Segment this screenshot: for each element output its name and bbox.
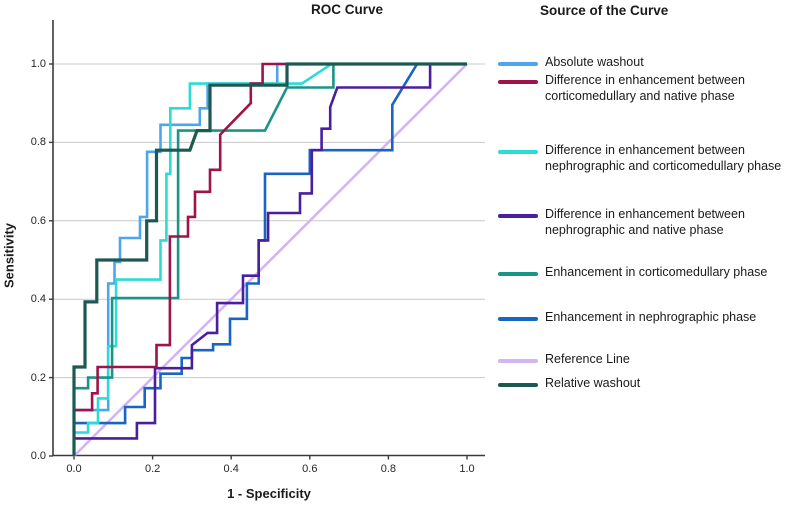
roc-curve: [72, 62, 467, 456]
legend-label: Enhancement in nephrographic phase: [545, 310, 757, 324]
x-tick-label: 1.0: [459, 463, 475, 475]
y-tick-label: 0.4: [30, 293, 46, 306]
legend-label: Enhancement in corticomedullary phase: [545, 265, 768, 279]
roc-curve: [72, 62, 467, 456]
x-tick-label: 0.8: [380, 463, 397, 475]
legend-swatch-line: [498, 317, 538, 321]
chart-title: ROC Curve: [310, 2, 384, 17]
roc-curve: [72, 62, 467, 456]
x-tick-label: 0.0: [66, 463, 82, 475]
legend-swatch-line: [498, 214, 538, 218]
y-axis-label: Sensitivity: [1, 222, 17, 289]
y-tick-label: 0.6: [30, 214, 46, 227]
legend-label: Difference in enhancement between cortic…: [545, 73, 745, 103]
legend-swatch-line: [498, 359, 538, 363]
legend-label: Reference Line: [545, 352, 630, 366]
y-tick-label: 0.8: [30, 136, 46, 149]
legend-label: Relative washout: [545, 376, 641, 390]
legend-swatch-line: [498, 383, 538, 387]
legend-swatch-line: [498, 272, 538, 276]
x-tick-label: 0.2: [144, 463, 161, 475]
x-axis-label: 1 - Specificity: [227, 486, 311, 501]
legend-swatch-line: [498, 150, 538, 154]
roc-curve: [73, 63, 468, 457]
legend-label: Difference in enhancement between nephro…: [545, 207, 745, 237]
y-tick-label: 0.2: [30, 371, 46, 384]
roc-curve: [72, 62, 467, 456]
legend-swatch-line: [498, 62, 538, 66]
roc-curve: [72, 62, 467, 456]
roc-curve: [72, 62, 467, 456]
y-tick-label: 0.0: [30, 450, 46, 462]
legend-label: Absolute washout: [545, 55, 644, 69]
roc-curve: [72, 62, 467, 456]
x-tick-label: 0.6: [302, 463, 318, 475]
x-tick-label: 0.4: [223, 463, 239, 475]
legend-swatch-line: [498, 80, 538, 84]
legend-title: Source of the Curve: [540, 3, 669, 18]
y-tick-label: 1.0: [30, 58, 46, 70]
legend-label: Difference in enhancement between nephro…: [545, 143, 782, 173]
